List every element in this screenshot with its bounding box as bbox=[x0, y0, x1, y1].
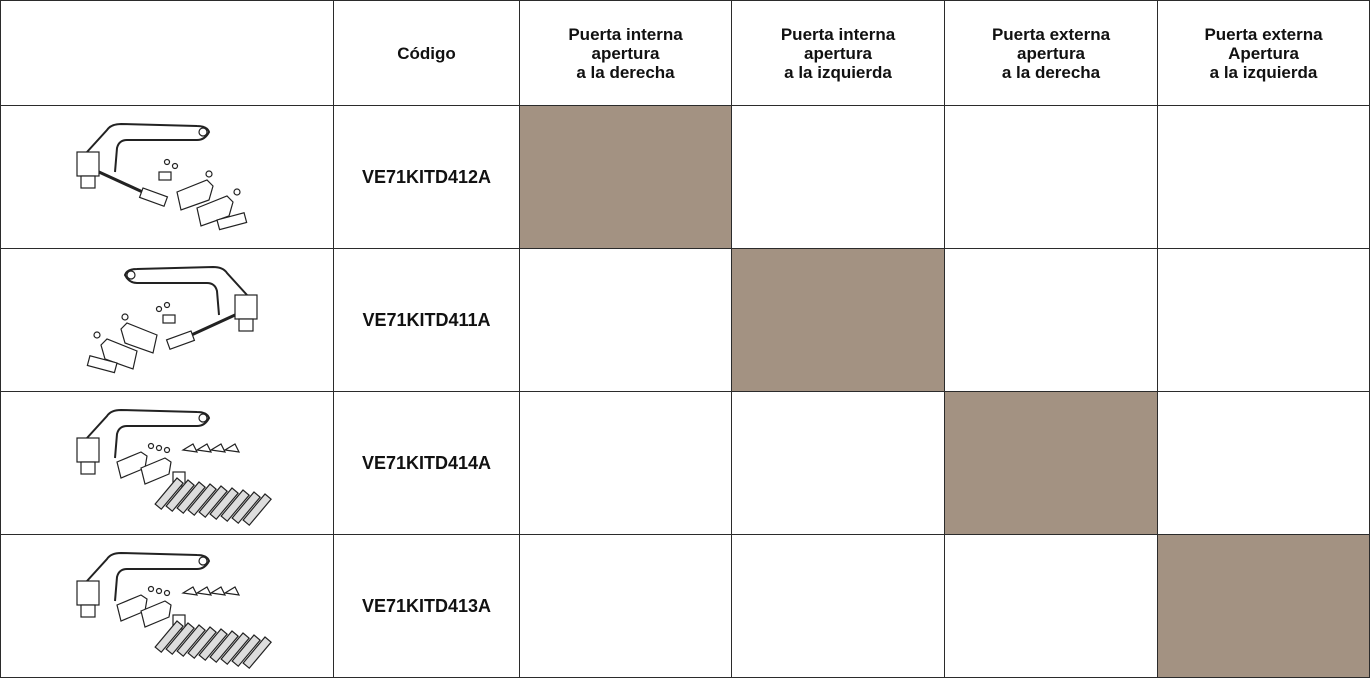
empty-cell bbox=[944, 105, 1158, 249]
code-cell: VE71KITD413A bbox=[333, 534, 520, 678]
selected-cell bbox=[944, 391, 1158, 535]
empty-cell bbox=[944, 248, 1158, 392]
header-line: Puerta interna bbox=[568, 24, 683, 44]
header-cell: Puerta externa apertura a la derecha bbox=[944, 0, 1158, 106]
empty-cell bbox=[944, 534, 1158, 678]
table-body: VE71KITD412A VE71KITD411A VE71KITD414A VE71… bbox=[0, 105, 1370, 678]
kit-illustration bbox=[76, 408, 272, 527]
empty-cell bbox=[1157, 248, 1370, 392]
header-cell: Puerta interna apertura a la derecha bbox=[519, 0, 732, 106]
empty-cell bbox=[519, 534, 732, 678]
selected-cell bbox=[731, 248, 945, 392]
header-line: apertura bbox=[1016, 43, 1086, 63]
empty-cell bbox=[1157, 391, 1370, 535]
table-row: VE71KITD411A bbox=[0, 248, 1370, 392]
image-cell bbox=[0, 248, 334, 392]
empty-cell bbox=[519, 248, 732, 392]
code-cell: VE71KITD414A bbox=[333, 391, 520, 535]
header-line: a la izquierda bbox=[1209, 62, 1318, 82]
header-line: Puerta externa bbox=[991, 24, 1111, 44]
header-line: apertura bbox=[591, 43, 660, 63]
code-cell: VE71KITD411A bbox=[333, 248, 520, 392]
header-cell: Puerta externa Apertura a la izquierda bbox=[1157, 0, 1370, 106]
selected-cell bbox=[1157, 534, 1370, 678]
kit-illustration bbox=[76, 122, 248, 231]
table-row: VE71KITD413A bbox=[0, 534, 1370, 678]
empty-cell bbox=[519, 391, 732, 535]
table-row: VE71KITD412A bbox=[0, 105, 1370, 249]
selected-cell bbox=[519, 105, 732, 249]
empty-cell bbox=[731, 534, 945, 678]
header-line: a la derecha bbox=[1001, 62, 1101, 82]
header-row: Código Puerta interna apertura a la derecha… bbox=[0, 0, 1370, 106]
header-line: a la derecha bbox=[576, 62, 675, 82]
header-line: apertura bbox=[803, 43, 873, 63]
code-cell: VE71KITD412A bbox=[333, 105, 520, 249]
table-row: VE71KITD414A bbox=[0, 391, 1370, 535]
header-cell: Código bbox=[333, 0, 520, 106]
header-line: Puerta interna bbox=[780, 24, 896, 44]
header-line: Código bbox=[397, 43, 456, 63]
image-cell bbox=[0, 534, 334, 678]
header-line: a la izquierda bbox=[784, 62, 892, 82]
image-cell bbox=[0, 391, 334, 535]
image-cell bbox=[0, 105, 334, 249]
header-line: Apertura bbox=[1228, 43, 1299, 63]
header-line: Puerta externa bbox=[1204, 24, 1323, 44]
kit-illustration bbox=[86, 265, 258, 374]
empty-cell bbox=[731, 105, 945, 249]
header-cell: Puerta interna apertura a la izquierda bbox=[731, 0, 945, 106]
kit-illustration bbox=[76, 551, 272, 670]
empty-cell bbox=[731, 391, 945, 535]
header-cell bbox=[0, 0, 334, 106]
empty-cell bbox=[1157, 105, 1370, 249]
